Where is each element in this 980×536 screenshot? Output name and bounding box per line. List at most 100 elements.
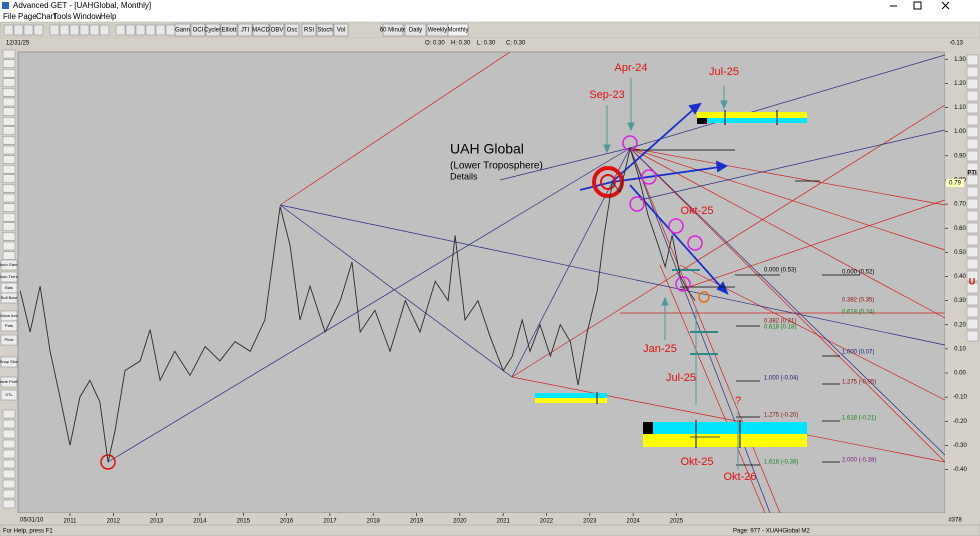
toolbar-button[interactable]: JTI [237,23,253,37]
left-tool-icon[interactable] [2,145,16,155]
left-tool-icon[interactable] [2,193,16,203]
left-tool-icon[interactable] [2,499,16,509]
left-tool-button[interactable] [0,389,18,401]
right-tool-icon[interactable] [966,234,979,246]
toolbar-button[interactable]: Monthly [447,23,469,37]
left-tool-button[interactable] [0,271,18,283]
tool-icon[interactable] [99,24,110,36]
menu-item[interactable]: Tools [53,12,72,21]
left-tool-icon[interactable] [2,174,16,184]
right-tool-icon[interactable] [966,222,979,234]
left-tool-icon[interactable] [2,479,16,489]
left-tool-icon[interactable] [2,126,16,136]
left-tool-icon[interactable] [2,184,16,193]
left-tool-icon[interactable] [2,232,16,241]
right-tool-icon[interactable] [966,126,979,138]
right-tool-icon[interactable] [966,198,979,210]
toolbar-button[interactable]: RSI [301,23,317,37]
tool-icon[interactable] [79,24,90,36]
toolbar-button[interactable]: OCI [190,23,206,37]
toolbar-button[interactable]: Stoch [316,23,334,37]
tool-icon[interactable] [3,24,14,36]
tool-icon[interactable] [33,24,44,36]
right-tool-icon[interactable] [966,138,979,150]
menu-item[interactable]: Chart [36,12,56,21]
left-tool-icon[interactable] [2,107,16,116]
toolbar-button[interactable]: Gann [174,23,191,37]
right-tool-icon[interactable] [966,114,979,126]
left-tool-icon[interactable] [2,212,16,222]
menu-item[interactable]: File [3,12,16,21]
left-tool-icon[interactable] [2,241,16,251]
toolbar-button[interactable]: Weekly [426,23,449,37]
toolbar-button[interactable]: Cycles [204,23,222,37]
right-tool-icon[interactable] [966,246,979,258]
left-tool-icon[interactable] [2,449,16,459]
left-tool-icon[interactable] [2,164,16,174]
tool-icon[interactable] [13,24,24,36]
right-tool-icon[interactable] [966,282,979,294]
left-tool-icon[interactable] [2,203,16,212]
left-tool-icon[interactable] [2,469,16,479]
toolbar-button[interactable]: Daily [404,23,427,37]
tool-icon[interactable] [49,24,60,36]
right-tool-icon[interactable] [966,174,979,186]
left-tool-icon[interactable] [2,88,16,97]
close[interactable] [941,1,950,10]
left-tool-icon[interactable] [2,459,16,469]
left-tool-icon[interactable] [2,78,16,88]
tool-icon[interactable] [145,24,156,36]
left-tool-button[interactable] [0,356,18,368]
right-tool-icon[interactable] [966,270,979,282]
left-tool-button[interactable] [0,334,18,346]
toolbar-button[interactable]: Vol [333,23,349,37]
right-tool-icon[interactable] [966,330,979,342]
left-tool-icon[interactable] [2,429,16,439]
left-tool-button[interactable] [0,320,18,332]
toolbar-button[interactable]: Osc [284,23,300,37]
left-tool-icon[interactable] [2,409,16,419]
menu-item[interactable]: Help [100,12,117,21]
left-tool-icon[interactable] [2,251,16,260]
right-tool-icon[interactable] [966,306,979,318]
left-tool-icon[interactable] [2,222,16,232]
right-tool-icon[interactable] [966,186,979,198]
toolbar-button[interactable]: MACD [252,23,270,37]
right-tool-icon[interactable] [966,78,979,90]
toolbar-button[interactable]: 60 Minute [380,23,407,37]
tool-icon[interactable] [135,24,146,36]
tool-icon[interactable] [165,24,176,36]
left-tool-icon[interactable] [2,59,16,68]
right-tool-icon[interactable] [966,258,979,270]
tool-icon[interactable] [23,24,34,36]
right-tool-icon[interactable] [966,90,979,102]
window-controls[interactable] [890,1,950,10]
maximize[interactable] [913,1,922,10]
right-tool-icon[interactable] [966,162,979,174]
right-tool-icon[interactable] [966,102,979,114]
left-tool-icon[interactable] [2,68,16,78]
right-tool-icon[interactable] [966,150,979,162]
left-tool-icon[interactable] [2,136,16,145]
left-tool-icon[interactable] [2,439,16,449]
tool-icon[interactable] [155,24,166,36]
tool-icon[interactable] [115,24,126,36]
left-tool-icon[interactable] [2,419,16,429]
menu-item[interactable]: Window [73,12,102,21]
left-tool-button[interactable] [0,259,18,271]
right-tool-icon[interactable] [966,66,979,78]
left-tool-button[interactable] [0,376,18,388]
tool-icon[interactable] [59,24,70,36]
right-tool-icon[interactable] [966,294,979,306]
left-tool-icon[interactable] [2,49,16,59]
left-tool-icon[interactable] [2,97,16,107]
left-tool-icon[interactable] [2,116,16,126]
toolbar-button[interactable]: Elliott [220,23,238,37]
left-tool-icon[interactable] [2,489,16,499]
tool-icon[interactable] [125,24,136,36]
left-tool-icon[interactable] [2,155,16,164]
right-tool-icon[interactable] [966,54,979,66]
toolbar-button[interactable]: OBV [269,23,285,37]
tool-icon[interactable] [69,24,80,36]
tool-icon[interactable] [89,24,100,36]
